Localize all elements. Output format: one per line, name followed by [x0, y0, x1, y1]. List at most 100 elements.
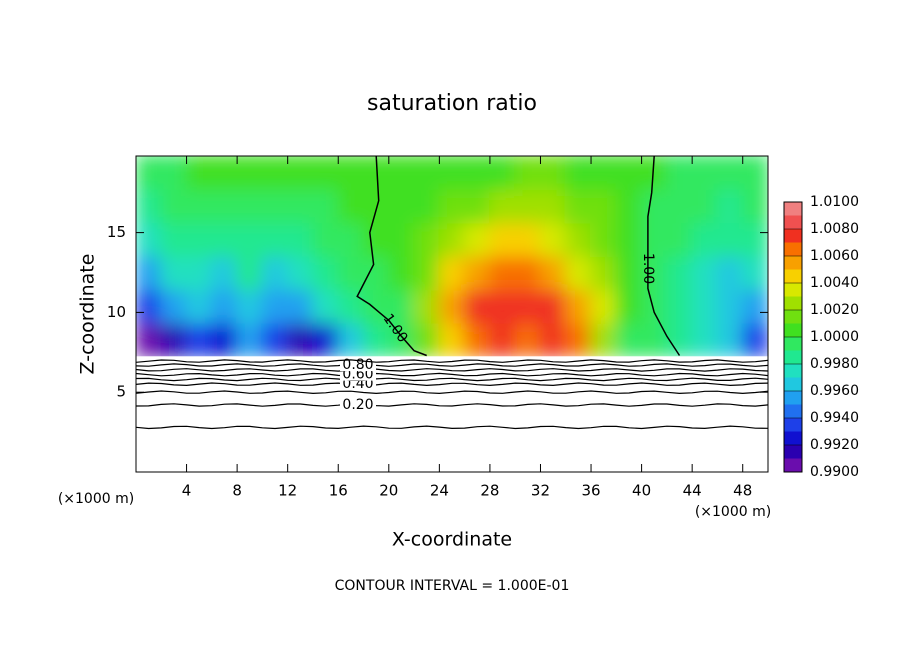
field-cell: [236, 288, 264, 324]
field-cell: [413, 254, 441, 291]
field-cell: [185, 288, 213, 324]
colorbar-swatch: [784, 215, 802, 229]
colorbar-swatch: [784, 269, 802, 283]
field-cell: [640, 187, 668, 224]
contour-line: [135, 368, 769, 372]
colorbar-swatch: [784, 418, 802, 432]
colorbar-tick-label: 0.9900: [810, 464, 859, 480]
field-cell: [160, 288, 188, 324]
field-cell: [590, 254, 618, 291]
field-cell: [387, 221, 416, 257]
field-cell: [564, 254, 593, 291]
field-cell: [640, 288, 668, 324]
field-cell: [539, 221, 567, 257]
field-cell: [286, 156, 314, 190]
field-cell: [362, 254, 390, 291]
x-tick-label: 40: [632, 482, 651, 500]
contour-line: [135, 359, 769, 363]
field-cell: [539, 187, 567, 224]
field-cell: [539, 156, 567, 190]
field: [136, 156, 768, 472]
field-cell: [590, 321, 618, 358]
field-cell: [185, 187, 213, 224]
field-cell: [615, 221, 643, 257]
field-cell: [261, 156, 289, 190]
contour-label: 0.20: [342, 397, 373, 413]
field-cell: [413, 288, 441, 324]
field-cell: [665, 187, 694, 224]
x-axis-label: X-coordinate: [392, 529, 512, 551]
x-tick-label: 44: [683, 482, 702, 500]
field-cell: [615, 187, 643, 224]
field-cell: [716, 187, 744, 224]
field-cell: [210, 321, 239, 358]
field-cell: [741, 187, 768, 224]
colorbar-tick-label: 0.9940: [810, 410, 859, 426]
colorbar-swatch: [784, 323, 802, 337]
colorbar-swatch: [784, 242, 802, 256]
colorbar-tick-label: 1.0100: [810, 194, 859, 210]
field-cell: [564, 288, 593, 324]
field-cell: [615, 156, 643, 190]
field-cell: [716, 288, 744, 324]
field-cell: [210, 288, 239, 324]
field-cell: [236, 254, 264, 291]
field-cell: [387, 156, 416, 190]
field-cell: [136, 156, 163, 190]
contour-line: [135, 425, 769, 430]
field-cell: [387, 288, 416, 324]
field-cell: [665, 254, 694, 291]
field-cell: [311, 288, 340, 324]
x-tick-label: 28: [480, 482, 499, 500]
field-cell: [210, 254, 239, 291]
field-cell: [438, 288, 466, 324]
contour-label-bg: [340, 359, 376, 372]
field-cell: [261, 254, 289, 291]
y-tick-label: 15: [107, 223, 126, 241]
field-cell: [590, 288, 618, 324]
field-cell: [210, 156, 239, 190]
y-tick-label: 10: [107, 303, 126, 321]
field-cell: [463, 156, 491, 190]
field-cell: [387, 321, 416, 358]
field-cell: [463, 187, 491, 224]
field-cell: [564, 321, 593, 358]
field-cells: [136, 156, 768, 358]
field-cell: [337, 156, 365, 190]
field-cell: [337, 187, 365, 224]
field-cell: [236, 187, 264, 224]
field-cell: [286, 221, 314, 257]
field-cell: [665, 156, 694, 190]
field-cell: [665, 288, 694, 324]
colorbar-swatch: [784, 445, 802, 459]
colorbar-swatch: [784, 229, 802, 243]
colorbar-swatch: [784, 256, 802, 270]
y-unit: (×1000 m): [58, 491, 134, 507]
x-tick-label: 36: [581, 482, 600, 500]
field-cell: [514, 321, 542, 358]
colorbar-tick-label: 0.9960: [810, 383, 859, 399]
field-cell: [488, 321, 517, 358]
field-cell: [136, 288, 163, 324]
field-cell: [514, 156, 542, 190]
field-cell: [564, 187, 593, 224]
field-cell: [438, 254, 466, 291]
field-cell: [387, 187, 416, 224]
field-cell: [741, 221, 768, 257]
field-cell: [691, 321, 719, 358]
field-cell: [136, 221, 163, 257]
field-cell: [413, 187, 441, 224]
field-cell: [488, 288, 517, 324]
colorbar-swatch: [784, 296, 802, 310]
field-cell: [716, 321, 744, 358]
colorbar-swatch: [784, 377, 802, 391]
field-cell: [716, 254, 744, 291]
field-cell: [564, 221, 593, 257]
field-cell: [691, 254, 719, 291]
colorbar-tick-label: 1.0080: [810, 221, 859, 237]
field-cell: [261, 187, 289, 224]
colorbar-swatch: [784, 310, 802, 324]
field-cell: [741, 321, 768, 358]
chart-title: saturation ratio: [367, 91, 537, 116]
